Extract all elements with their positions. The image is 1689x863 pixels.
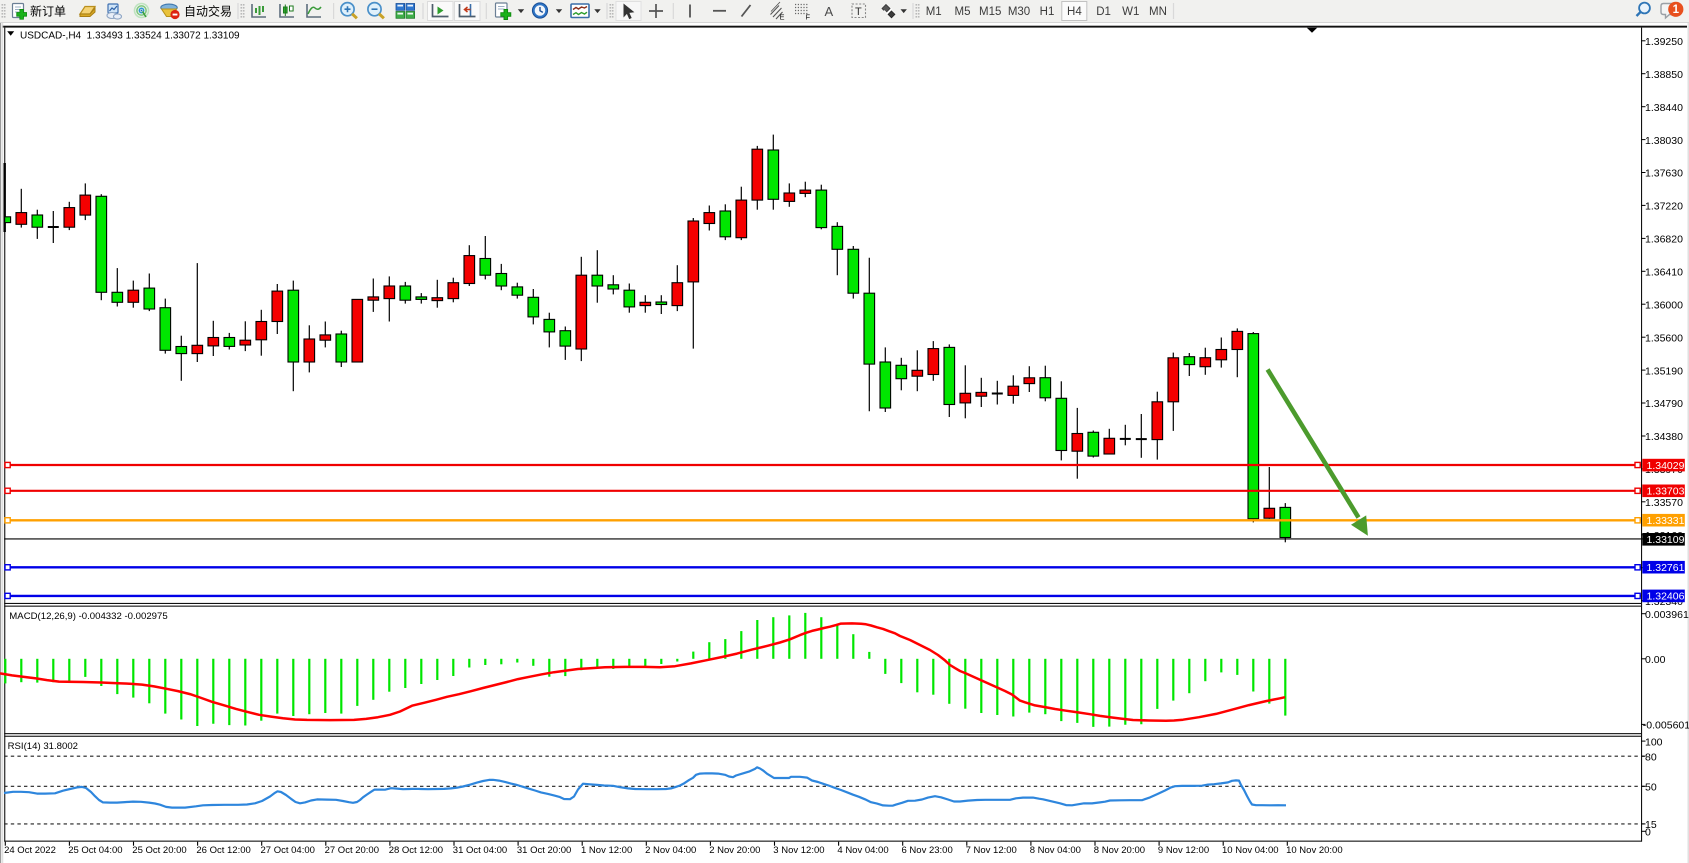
svg-text:25 Oct 04:00: 25 Oct 04:00 (68, 845, 122, 856)
svg-text:8 Nov 20:00: 8 Nov 20:00 (1094, 845, 1145, 856)
svg-text:25 Oct 20:00: 25 Oct 20:00 (132, 845, 186, 856)
svg-text:1.39250: 1.39250 (1645, 36, 1683, 48)
svg-text:7 Nov 12:00: 7 Nov 12:00 (966, 845, 1017, 856)
svg-text:1.35190: 1.35190 (1645, 365, 1683, 377)
svg-text:26 Oct 12:00: 26 Oct 12:00 (196, 845, 250, 856)
svg-text:0: 0 (1645, 827, 1651, 839)
svg-text:1.32406: 1.32406 (1647, 591, 1685, 603)
svg-text:H4: H4 (1067, 6, 1082, 18)
svg-text:1.36820: 1.36820 (1645, 234, 1683, 246)
svg-text:W1: W1 (1122, 6, 1139, 18)
svg-text:6 Nov 23:00: 6 Nov 23:00 (902, 845, 953, 856)
svg-text:D1: D1 (1096, 6, 1111, 18)
svg-text:M15: M15 (979, 6, 1001, 18)
svg-text:新订单: 新订单 (30, 4, 66, 19)
svg-text:4 Nov 04:00: 4 Nov 04:00 (837, 845, 888, 856)
svg-text:MN: MN (1149, 6, 1167, 18)
svg-text:1.36410: 1.36410 (1645, 267, 1683, 279)
svg-text:1.34029: 1.34029 (1647, 460, 1685, 472)
svg-text:50: 50 (1645, 782, 1657, 794)
svg-text:M5: M5 (955, 6, 971, 18)
svg-text:E: E (780, 13, 785, 22)
svg-text:10 Nov 20:00: 10 Nov 20:00 (1286, 845, 1343, 856)
svg-text:80: 80 (1645, 751, 1657, 763)
svg-text:RSI(14) 31.8002: RSI(14) 31.8002 (8, 741, 78, 752)
svg-text:10 Nov 04:00: 10 Nov 04:00 (1222, 845, 1279, 856)
svg-text:USDCAD-,H4 1.33493 1.33524 1.: USDCAD-,H4 1.33493 1.33524 1.33072 1.331… (20, 30, 240, 41)
svg-text:1.33703: 1.33703 (1647, 486, 1685, 498)
svg-text:15: 15 (1645, 819, 1657, 831)
svg-text:27 Oct 04:00: 27 Oct 04:00 (261, 845, 315, 856)
svg-text:M30: M30 (1008, 6, 1030, 18)
svg-text:31 Oct 04:00: 31 Oct 04:00 (453, 845, 507, 856)
svg-text:31 Oct 20:00: 31 Oct 20:00 (517, 845, 571, 856)
svg-text:1.33570: 1.33570 (1645, 497, 1683, 509)
svg-text:2 Nov 20:00: 2 Nov 20:00 (709, 845, 760, 856)
svg-text:8 Nov 04:00: 8 Nov 04:00 (1030, 845, 1081, 856)
svg-text:100: 100 (1645, 736, 1663, 748)
svg-text:24 Oct 2022: 24 Oct 2022 (4, 845, 56, 856)
svg-text:F: F (806, 13, 811, 22)
svg-text:1.34790: 1.34790 (1645, 398, 1683, 410)
svg-text:1.38030: 1.38030 (1645, 135, 1683, 147)
svg-text:1.37630: 1.37630 (1645, 168, 1683, 180)
svg-text:1.33331: 1.33331 (1647, 515, 1685, 527)
svg-text:0.00: 0.00 (1645, 654, 1666, 666)
svg-text:1.36000: 1.36000 (1645, 299, 1683, 311)
svg-text:自动交易: 自动交易 (184, 4, 232, 19)
svg-text:3 Nov 12:00: 3 Nov 12:00 (773, 845, 824, 856)
svg-text:1.38850: 1.38850 (1645, 69, 1683, 81)
svg-text:-0.005601: -0.005601 (1643, 720, 1689, 732)
svg-text:1.33109: 1.33109 (1647, 534, 1685, 546)
svg-text:1.38440: 1.38440 (1645, 102, 1683, 114)
svg-text:1.37220: 1.37220 (1645, 201, 1683, 213)
svg-text:A: A (825, 4, 834, 19)
svg-text:MACD(12,26,9) -0.004332 -0.002: MACD(12,26,9) -0.004332 -0.002975 (9, 611, 167, 622)
svg-text:1 Nov 12:00: 1 Nov 12:00 (581, 845, 632, 856)
svg-text:9 Nov 12:00: 9 Nov 12:00 (1158, 845, 1209, 856)
svg-text:2 Nov 04:00: 2 Nov 04:00 (645, 845, 696, 856)
svg-text:1: 1 (1673, 4, 1680, 16)
svg-text:0.003961: 0.003961 (1645, 609, 1689, 621)
svg-text:1.34380: 1.34380 (1645, 431, 1683, 443)
svg-text:28 Oct 12:00: 28 Oct 12:00 (389, 845, 443, 856)
svg-text:H1: H1 (1040, 6, 1055, 18)
svg-text:M1: M1 (926, 6, 942, 18)
svg-text:27 Oct 20:00: 27 Oct 20:00 (325, 845, 379, 856)
svg-text:1.32761: 1.32761 (1647, 562, 1685, 574)
svg-text:T: T (855, 6, 862, 18)
svg-text:1.35600: 1.35600 (1645, 332, 1683, 344)
